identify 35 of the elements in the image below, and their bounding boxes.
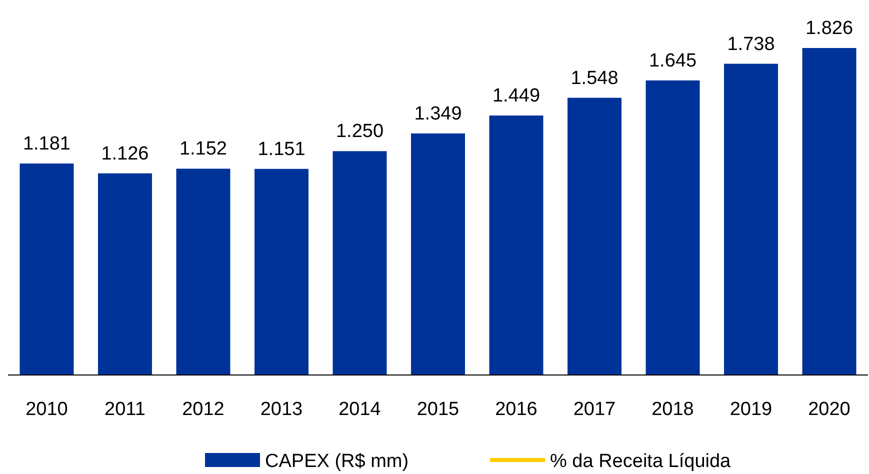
data-label: 1.181 xyxy=(22,134,71,155)
data-label: 1.250 xyxy=(336,121,384,142)
x-tick-label: 2012 xyxy=(182,399,224,420)
bar xyxy=(411,133,465,375)
x-tick-label: 2016 xyxy=(495,399,538,420)
legend-label: CAPEX (R$ mm) xyxy=(265,451,409,472)
bar xyxy=(646,80,700,375)
x-tick-label: 2017 xyxy=(573,399,616,420)
bar xyxy=(176,168,230,375)
data-label: 1.738 xyxy=(727,34,775,55)
x-tick-label: 2014 xyxy=(338,399,382,420)
data-label: 1.152 xyxy=(179,138,228,160)
bar xyxy=(802,48,856,375)
x-tick-label: 2013 xyxy=(260,399,303,420)
bar xyxy=(489,116,544,375)
data-label: 1.349 xyxy=(414,103,462,124)
data-label: 1.449 xyxy=(492,86,540,107)
bar xyxy=(254,168,308,375)
bar xyxy=(568,98,622,375)
x-tick-label: 2010 xyxy=(26,399,68,420)
bar xyxy=(724,64,778,375)
data-label: 1.548 xyxy=(570,68,618,89)
x-tick-label: 2015 xyxy=(416,399,460,420)
bar xyxy=(98,173,152,375)
x-tick-label: 2020 xyxy=(808,399,850,420)
x-tick-label: 2018 xyxy=(652,399,694,420)
data-label: 1.126 xyxy=(101,143,149,164)
data-label: 1.826 xyxy=(805,18,854,39)
bar xyxy=(332,151,387,375)
bar xyxy=(20,164,74,375)
x-tick-label: 2019 xyxy=(730,399,772,420)
legend-label: % da Receita Líquida xyxy=(550,451,732,472)
data-label: 1.645 xyxy=(648,50,697,72)
x-tick-label: 2011 xyxy=(104,399,146,420)
data-label: 1.151 xyxy=(258,138,306,160)
